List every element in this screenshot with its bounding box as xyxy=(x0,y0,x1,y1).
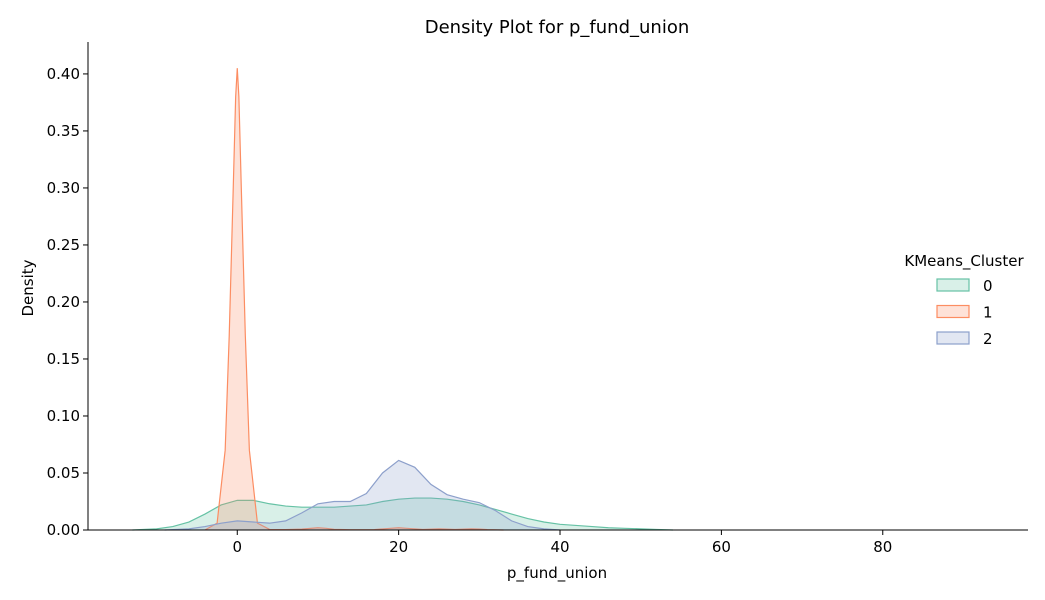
y-tick-label: 0.30 xyxy=(47,179,80,197)
x-axis-title: p_fund_union xyxy=(507,564,607,583)
y-tick-label: 0.40 xyxy=(47,65,80,83)
y-tick-label: 0.20 xyxy=(47,293,80,311)
legend-swatch-cluster-0 xyxy=(936,278,970,292)
density-fill-cluster-2 xyxy=(164,460,561,530)
y-tick-label: 0.10 xyxy=(47,407,80,425)
y-tick-label: 0.05 xyxy=(47,464,80,482)
chart-title: Density Plot for p_fund_union xyxy=(425,17,690,38)
y-tick-label: 0.25 xyxy=(47,236,80,254)
x-tick-label: 40 xyxy=(550,538,569,556)
legend-swatch-cluster-1 xyxy=(936,304,970,319)
density-fill-cluster-0 xyxy=(132,498,673,530)
x-tick-label: 0 xyxy=(232,538,242,556)
density-line-cluster-0 xyxy=(132,497,674,531)
density-fill-cluster-1 xyxy=(205,68,504,530)
legend-swatch-cluster-2 xyxy=(936,331,970,345)
legend-label-cluster-1: 1 xyxy=(983,304,993,322)
density-areas xyxy=(132,68,674,531)
legend-label-cluster-2: 2 xyxy=(983,330,993,348)
y-tick-label: 0.35 xyxy=(47,122,80,140)
legend-label-cluster-0: 0 xyxy=(983,277,993,295)
legend: KMeans_Cluster 0 1 2 xyxy=(904,252,1024,348)
legend-title: KMeans_Cluster xyxy=(904,252,1024,271)
y-axis-ticks: 0.00 0.05 0.10 0.15 0.20 0.25 0.30 0.35 0.40 xyxy=(47,65,88,539)
x-tick-label: 20 xyxy=(389,538,408,556)
y-tick-label: 0.15 xyxy=(47,350,80,368)
density-line-cluster-2 xyxy=(164,459,561,531)
y-axis-title: Density xyxy=(19,259,37,316)
density-line-cluster-1 xyxy=(204,68,504,531)
legend-items: 0 1 2 xyxy=(936,277,993,348)
x-tick-label: 60 xyxy=(712,538,731,556)
x-tick-label: 80 xyxy=(873,538,892,556)
x-axis-ticks: 0 20 40 60 80 xyxy=(232,530,892,556)
y-tick-label: 0.00 xyxy=(47,521,80,539)
